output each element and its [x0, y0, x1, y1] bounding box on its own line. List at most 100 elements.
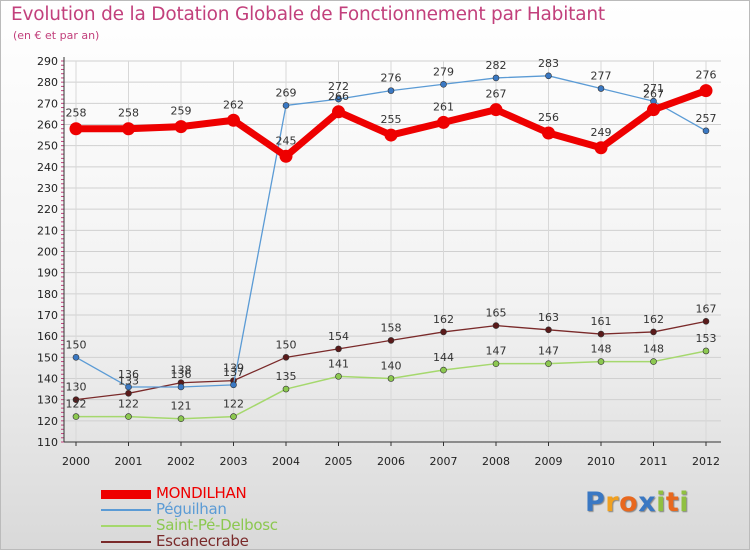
data-point: [282, 354, 290, 361]
data-point: [440, 80, 447, 88]
data-point: [545, 326, 552, 334]
data-label: 272: [328, 80, 349, 93]
data-point: [335, 345, 342, 353]
data-label: 122: [66, 398, 87, 411]
x-tick-label: 2011: [640, 455, 668, 468]
y-tick-label: 110: [37, 436, 58, 449]
data-label: 163: [538, 311, 559, 324]
legend-swatch-mondilhan: [101, 490, 151, 499]
data-label: 122: [223, 398, 244, 411]
data-label: 276: [381, 72, 402, 85]
data-point: [282, 102, 290, 109]
logo-letter: i: [679, 487, 690, 518]
x-tick-label: 2009: [535, 455, 563, 468]
data-label: 276: [696, 69, 717, 82]
data-point: [650, 328, 657, 336]
data-label: 140: [381, 360, 402, 373]
data-label: 267: [643, 88, 664, 101]
data-label: 122: [118, 398, 139, 411]
data-label: 135: [276, 370, 297, 383]
data-label: 133: [118, 374, 139, 387]
legend-item-escanecrabe: Escanecrabe: [101, 532, 341, 551]
data-label: 154: [328, 330, 349, 343]
x-tick-label: 2012: [692, 455, 720, 468]
chart-subtitle: (en € et par an): [13, 29, 100, 42]
y-tick-label: 200: [37, 246, 58, 259]
legend-item-peguilhan: Péguilhan: [101, 500, 341, 519]
data-label: 283: [538, 57, 559, 70]
data-label: 158: [381, 321, 402, 334]
y-tick-label: 190: [37, 267, 58, 280]
x-tick-label: 2007: [430, 455, 458, 468]
data-point: [177, 383, 185, 391]
data-label: 269: [276, 86, 297, 99]
data-point: [72, 396, 80, 403]
data-label: 150: [276, 338, 297, 351]
legend-label-saint-pe-delbosc: Saint-Pé-Delbosc: [156, 516, 278, 534]
data-point: [492, 360, 500, 367]
x-tick-label: 2005: [325, 455, 353, 468]
x-tick-label: 2000: [62, 455, 90, 468]
data-point: [699, 84, 713, 98]
data-point: [72, 413, 80, 420]
data-label: 165: [486, 307, 507, 320]
data-point: [335, 95, 342, 103]
data-label: 282: [486, 59, 507, 72]
data-label: 262: [223, 98, 244, 111]
data-point: [282, 385, 290, 393]
data-label: 257: [696, 112, 717, 125]
data-label: 147: [538, 345, 559, 358]
y-tick-label: 210: [37, 224, 58, 237]
data-label: 141: [328, 357, 349, 370]
data-point: [647, 103, 660, 117]
legend-label-mondilhan: MONDILHAN: [156, 484, 247, 502]
legend-swatch-peguilhan: [101, 509, 151, 511]
logo-letter: o: [619, 487, 639, 518]
data-point: [125, 413, 132, 420]
y-tick-label: 130: [37, 394, 58, 407]
x-tick-label: 2001: [115, 455, 143, 468]
data-label: 137: [223, 366, 244, 379]
y-tick-label: 290: [37, 55, 58, 68]
y-tick-label: 150: [37, 351, 58, 364]
data-point: [650, 358, 657, 365]
data-point: [177, 415, 185, 423]
proxiti-logo: Proxiti: [585, 487, 689, 518]
data-point: [125, 390, 132, 397]
data-point: [279, 149, 293, 163]
data-point: [332, 105, 345, 119]
data-point: [384, 128, 398, 142]
y-tick-label: 140: [37, 373, 58, 386]
logo-letter: r: [605, 487, 620, 518]
data-point: [335, 373, 342, 380]
data-point: [440, 328, 447, 336]
data-point: [440, 366, 447, 374]
y-tick-label: 170: [37, 309, 58, 322]
data-point: [492, 322, 500, 329]
data-point: [387, 375, 395, 382]
logo-letter: i: [656, 487, 666, 518]
x-tick-label: 2004: [272, 455, 300, 468]
legend-item-saint-pe-delbosc: Saint-Pé-Delbosc: [101, 516, 341, 535]
data-label: 258: [66, 107, 87, 120]
y-tick-label: 280: [37, 76, 58, 89]
data-point: [387, 87, 395, 94]
data-point: [227, 113, 240, 127]
x-tick-label: 2008: [482, 455, 510, 468]
logo-letter: t: [665, 487, 680, 518]
data-label: 136: [171, 368, 192, 381]
data-label: 277: [591, 70, 612, 83]
data-point: [174, 120, 188, 134]
data-point: [542, 126, 555, 140]
y-tick-label: 260: [37, 119, 58, 132]
data-label: 256: [538, 111, 559, 124]
data-label: 162: [433, 313, 454, 326]
data-label: 153: [696, 332, 717, 345]
data-label: 245: [276, 134, 297, 147]
data-label: 147: [486, 345, 507, 358]
data-point: [489, 103, 503, 117]
x-tick-label: 2003: [220, 455, 248, 468]
y-tick-label: 250: [37, 140, 58, 153]
data-point: [230, 381, 237, 389]
